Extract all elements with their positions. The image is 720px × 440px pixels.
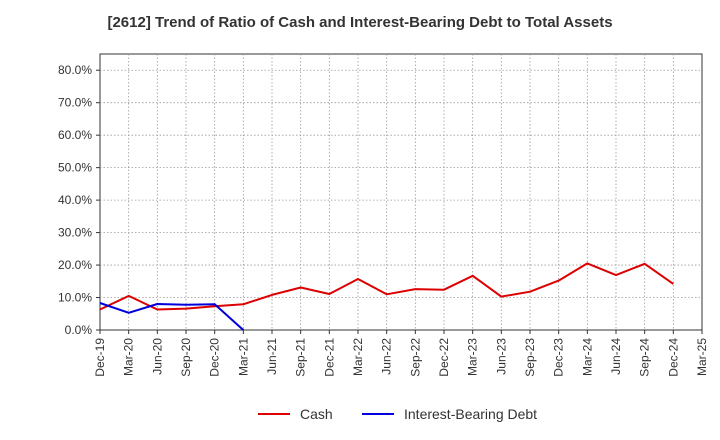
x-tick-label: Dec-20 [208, 338, 222, 377]
y-tick-label: 0.0% [65, 323, 93, 337]
grid [100, 54, 702, 330]
y-tick-label: 50.0% [58, 161, 92, 175]
x-tick-label: Jun-20 [150, 338, 164, 375]
plot-area [99, 53, 703, 331]
legend-label: Interest-Bearing Debt [404, 406, 537, 422]
x-tick-label: Mar-20 [122, 338, 136, 376]
x-tick-label: Jun-23 [494, 338, 508, 375]
x-tick-label: Sep-23 [523, 338, 537, 377]
x-tick-label: Dec-19 [93, 338, 107, 377]
x-tick-label: Jun-21 [265, 338, 279, 375]
legend-label: Cash [300, 406, 333, 422]
x-tick-label: Mar-24 [580, 338, 594, 376]
y-tick-label: 40.0% [58, 193, 92, 207]
x-tick-label: Dec-24 [666, 338, 680, 377]
y-tick-label: 30.0% [58, 226, 92, 240]
x-tick-label: Mar-25 [695, 338, 709, 376]
x-tick-label: Dec-21 [322, 338, 336, 377]
x-tick-label: Dec-22 [437, 338, 451, 377]
series-line [99, 302, 244, 331]
x-tick-label: Dec-23 [552, 338, 566, 377]
x-tick-label: Mar-23 [466, 338, 480, 376]
y-tick-label: 70.0% [58, 96, 92, 110]
y-axis-ticks: 0.0% 10.0% 20.0% 30.0% 40.0% 50.0% 60.0% 70.0% 8… [58, 63, 100, 337]
chart-title: [2612] Trend of Ratio of Cash and Intere… [107, 14, 613, 31]
y-tick-label: 10.0% [58, 291, 92, 305]
x-tick-label: Sep-20 [179, 338, 193, 377]
series-lines [99, 262, 674, 331]
legend: Cash Interest-Bearing Debt [258, 406, 537, 422]
x-tick-label: Mar-21 [236, 338, 250, 376]
x-tick-label: Jun-22 [380, 338, 394, 375]
x-tick-label: Sep-22 [408, 338, 422, 377]
y-tick-label: 20.0% [58, 258, 92, 272]
x-axis-ticks: Dec-19 Mar-20 Jun-20 Sep-20 Dec-20 Mar-21 Jun-… [93, 330, 709, 377]
y-tick-label: 80.0% [58, 63, 92, 77]
x-tick-label: Jun-24 [609, 338, 623, 375]
x-tick-label: Sep-21 [294, 338, 308, 377]
y-tick-label: 60.0% [58, 128, 92, 142]
series-line [99, 262, 674, 311]
x-tick-label: Sep-24 [638, 338, 652, 377]
x-tick-label: Mar-22 [351, 338, 365, 376]
